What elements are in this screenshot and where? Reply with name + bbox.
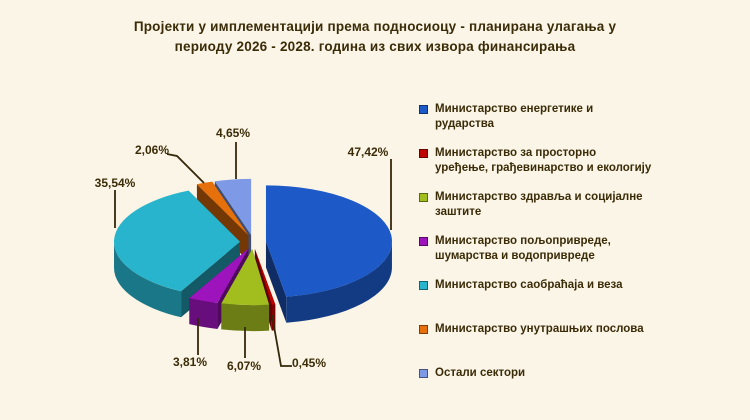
data-label-zdravlje: 6,07%	[226, 359, 262, 373]
legend-label: Министарство саобраћаја и веза	[435, 279, 623, 291]
legend-item-energetika: Министарство енергетике и рударства	[419, 102, 741, 146]
legend-label: Министарство здравља и социјалне заштите	[435, 191, 643, 218]
legend-swatch-unutrasnji	[419, 325, 428, 334]
data-label-energetika: 47,42%	[347, 145, 389, 159]
chart-title-line-2: периоду 2026 - 2028. година из свих изво…	[174, 39, 576, 54]
data-label-unutrasnji: 2,06%	[134, 143, 170, 157]
legend-label: Министарство за просторно уређење, грађе…	[435, 147, 652, 174]
pie-slice-2	[221, 249, 270, 332]
chart-title: Пројекти у имплементацији према подносио…	[0, 17, 750, 57]
data-label-poljoprivreda: 3,81%	[172, 355, 208, 369]
legend-swatch-zdravlje	[419, 193, 428, 202]
leader-line-5	[166, 153, 205, 184]
data-label-prostorno: 0,45%	[291, 356, 327, 370]
legend-swatch-poljoprivreda	[419, 237, 428, 246]
legend-swatch-saobracaj	[419, 281, 428, 290]
legend-item-ostali: Остали сектори	[419, 366, 741, 410]
legend-item-unutrasnji: Министарство унутрашњих послова	[419, 322, 741, 366]
legend-item-saobracaj: Министарство саобраћаја и веза	[419, 278, 741, 322]
chart-title-line-1: Пројекти у имплементацији према подносио…	[133, 19, 617, 34]
pie-slice-0	[265, 185, 393, 323]
legend-item-poljoprivreda: Министарство пољопривреде, шумарства и в…	[419, 234, 741, 278]
legend-item-prostorno: Министарство за просторно уређење, грађе…	[419, 146, 741, 190]
legend-label: Остали сектори	[435, 367, 526, 379]
legend-label: Министарство унутрашњих послова	[435, 323, 644, 335]
data-label-ostali: 4,65%	[215, 126, 251, 140]
legend-label: Министарство пољопривреде, шумарства и в…	[435, 235, 611, 262]
legend-swatch-ostali	[419, 369, 428, 378]
legend-swatch-energetika	[419, 105, 428, 114]
leader-line-1	[271, 314, 292, 367]
legend-label: Министарство енергетике и рударства	[435, 103, 594, 130]
legend-swatch-prostorno	[419, 149, 428, 158]
data-label-saobracaj: 35,54%	[94, 176, 136, 190]
legend-item-zdravlje: Министарство здравља и социјалне заштите	[419, 190, 741, 234]
legend: Министарство енергетике и рударства Мини…	[419, 102, 741, 410]
